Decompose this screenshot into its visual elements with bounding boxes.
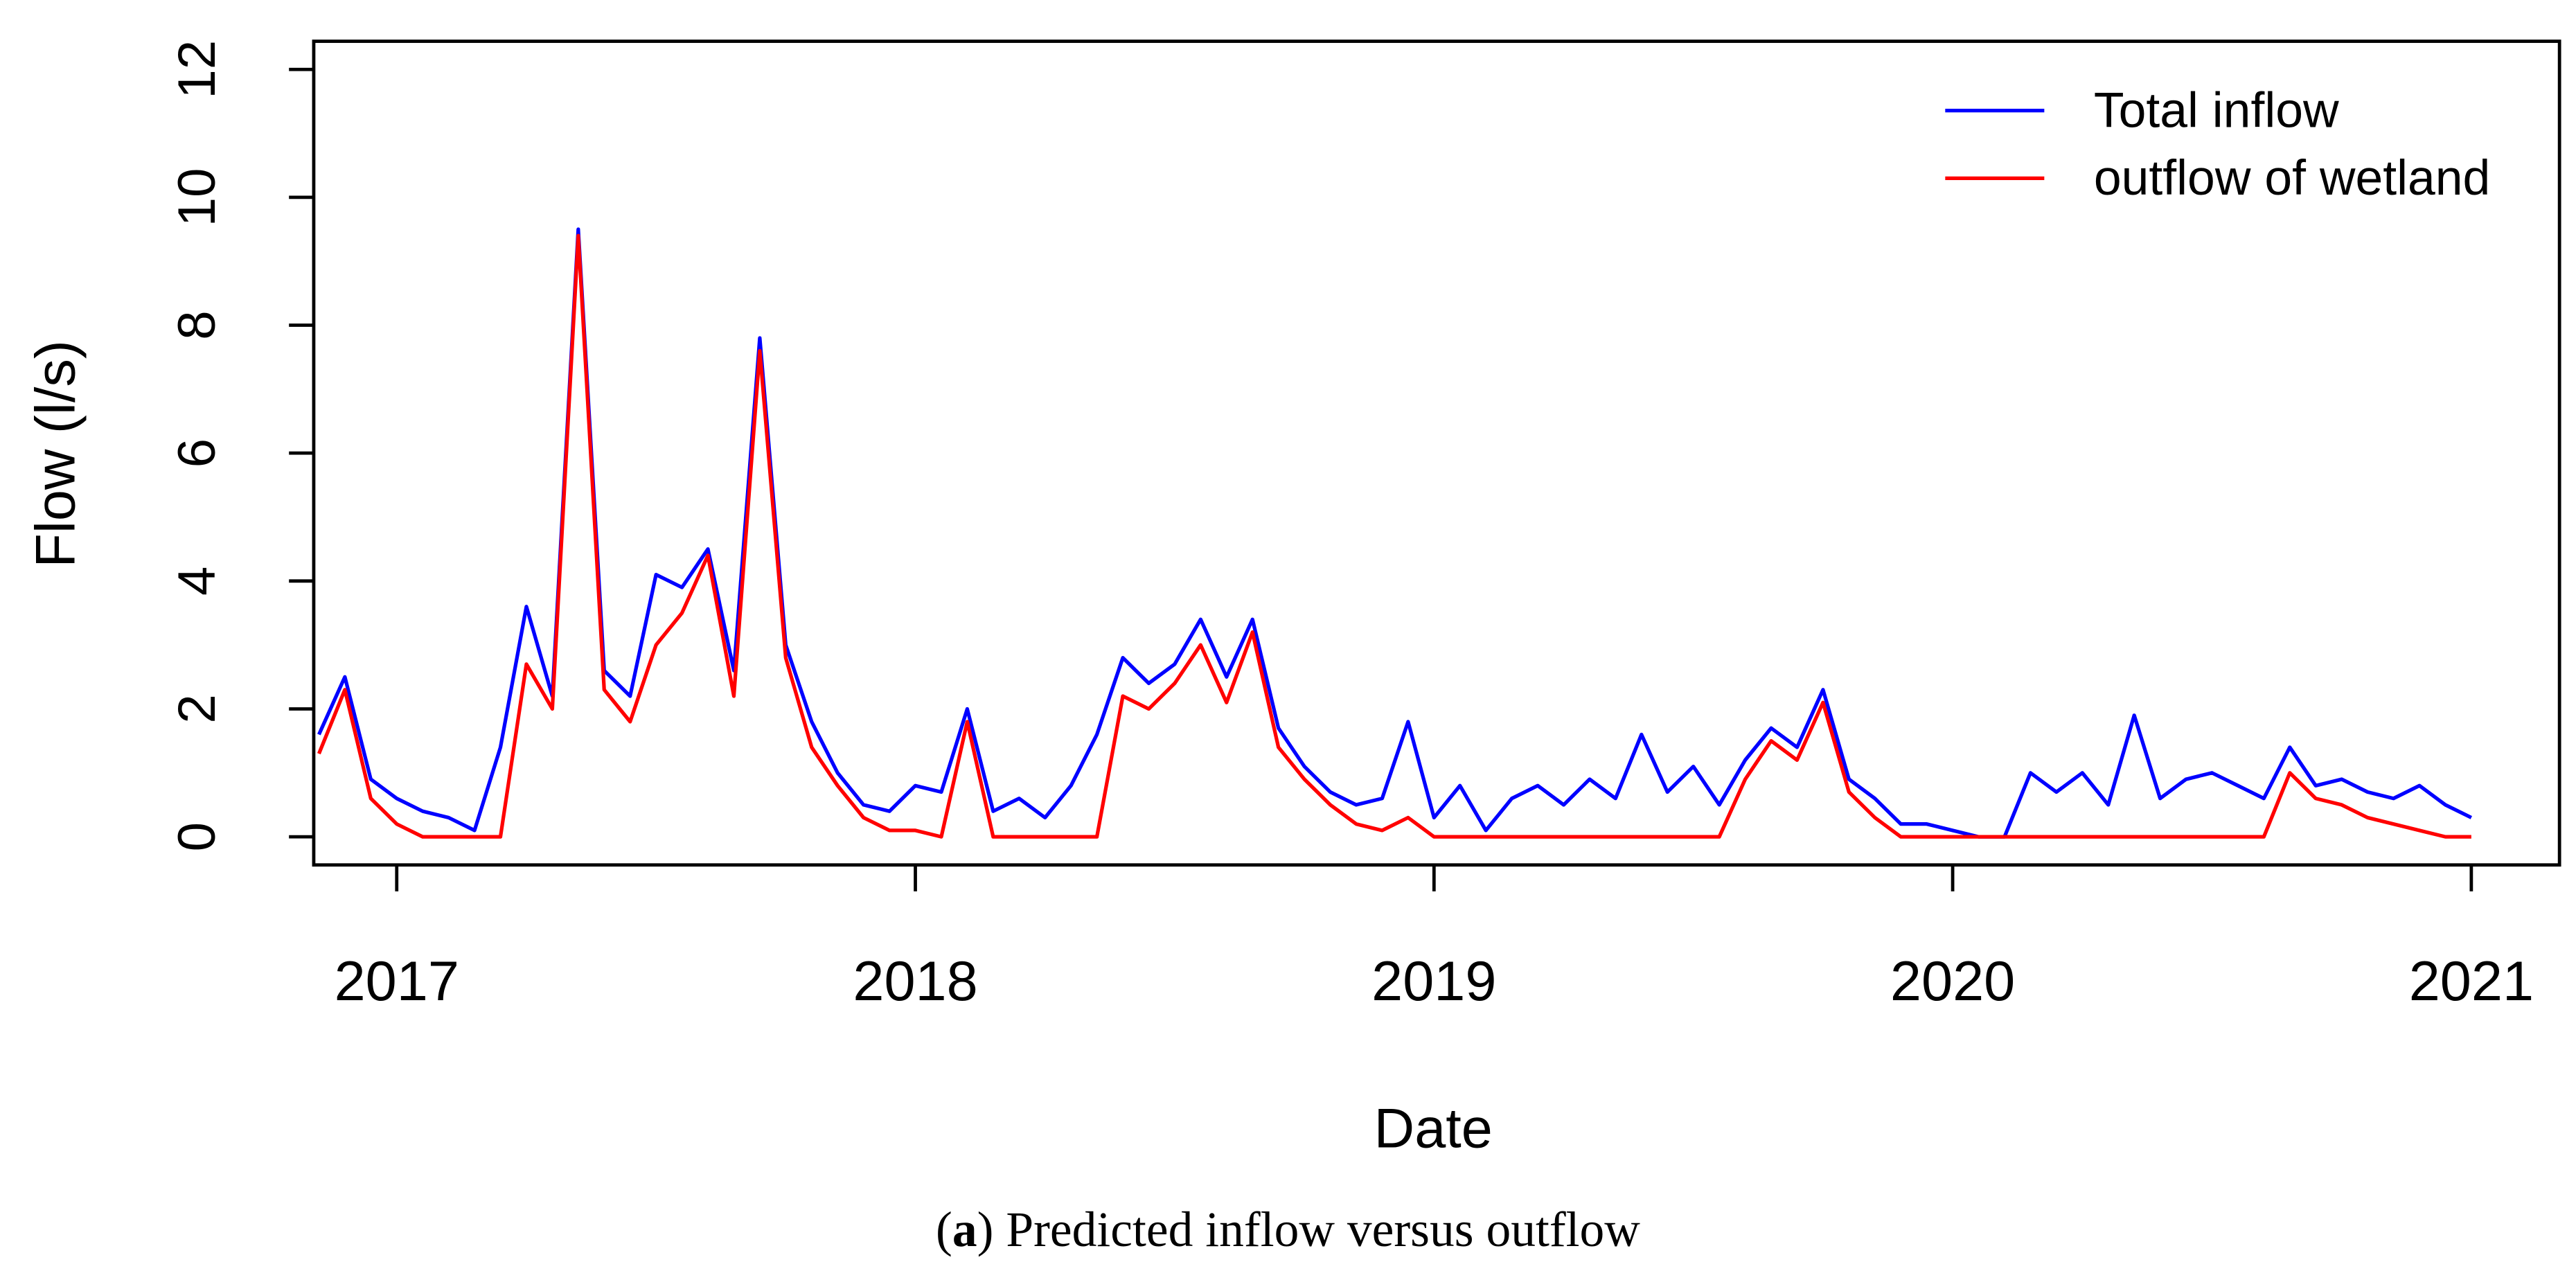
y-tick-label: 12 <box>168 40 226 99</box>
y-tick-label: 0 <box>168 822 226 851</box>
x-tick-label: 2021 <box>2409 950 2534 1013</box>
caption-part: ( <box>936 1202 952 1257</box>
y-tick-label: 8 <box>168 310 226 339</box>
y-tick-label: 2 <box>168 694 226 723</box>
x-axis-label: Date <box>1374 1097 1493 1159</box>
caption-part: ) Predicted inflow versus outflow <box>977 1202 1641 1257</box>
legend-label: Total inflow <box>2094 83 2339 139</box>
y-tick-label: 10 <box>168 168 226 226</box>
caption-part: a <box>952 1202 977 1257</box>
y-axis-label: Flow (l/s) <box>24 340 87 568</box>
series-line <box>317 227 2473 839</box>
legend-label: outflow of wetland <box>2094 150 2490 206</box>
series-line <box>317 233 2471 839</box>
y-tick-label: 4 <box>168 567 226 596</box>
x-tick-label: 2018 <box>853 950 977 1013</box>
x-tick-label: 2017 <box>335 950 459 1013</box>
x-tick-label: 2019 <box>1371 950 1496 1013</box>
x-tick-label: 2020 <box>1890 950 2015 1013</box>
y-tick-label: 6 <box>168 438 226 468</box>
caption: (a) Predicted inflow versus outflow <box>936 1202 1640 1257</box>
